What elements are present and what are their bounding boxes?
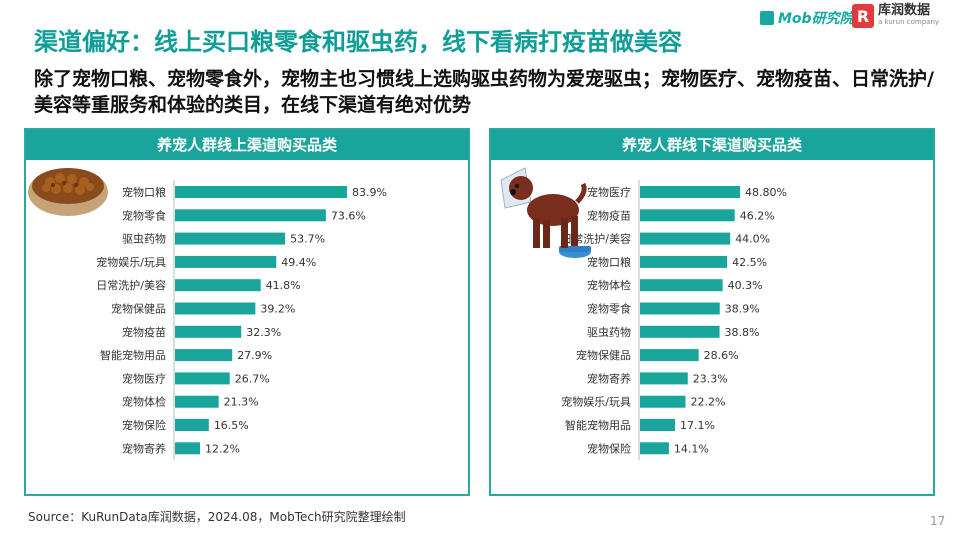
mob-logo: Mob研究院 [760,6,854,30]
online-bar-chart: 宠物口粮 83.9% 宠物零食 73.6% 驱虫药物 53.7% 宠物娱乐/玩具 49.4% 日… [96,180,387,461]
offline-value-label: 40.3% [728,279,763,292]
offline-bar [640,279,723,292]
offline-category-label: 宠物保险 [587,441,631,455]
online-bar [175,232,286,245]
offline-value-label: 46.2% [740,209,775,222]
offline-category-label: 宠物医疗 [587,185,631,199]
online-category-label: 宠物疫苗 [122,325,166,339]
online-category-label: 驱虫药物 [122,232,166,246]
offline-bar [640,255,728,268]
offline-value-label: 38.9% [725,303,760,316]
offline-category-label: 宠物体检 [587,278,631,292]
mob-logo-icon [760,11,774,25]
offline-bar [640,302,720,315]
source-note: Source：KuRunData库润数据，2024.08，MobTech研究院整… [28,510,406,524]
online-category-label: 宠物零食 [122,208,166,222]
offline-category-label: 智能宠物用品 [565,418,631,432]
online-value-label: 83.9% [352,186,387,199]
online-bar [175,302,256,315]
online-category-label: 宠物医疗 [122,371,166,385]
online-bar [175,209,326,222]
page-subtitle: 除了宠物口粮、宠物零食外，宠物主也习惯线上选购驱虫药物为爱宠驱虫；宠物医疗、宠物… [34,68,934,116]
online-category-label: 宠物寄养 [122,441,166,455]
offline-category-label: 宠物保健品 [576,348,631,362]
kurun-logo-en: a kurun company [878,18,940,26]
offline-bar [640,419,676,431]
online-category-label: 宠物保健品 [111,302,166,316]
online-chart-title: 养宠人群线上渠道购买品类 [26,130,468,160]
offline-bar [640,232,731,245]
online-value-label: 16.5% [214,419,249,432]
online-value-label: 73.6% [331,209,366,222]
offline-value-label: 14.1% [674,442,709,455]
offline-value-label: 22.2% [691,396,726,409]
offline-category-label: 宠物娱乐/玩具 [561,395,631,409]
offline-category-label: 驱虫药物 [587,325,631,339]
online-bar [175,186,347,198]
offline-value-label: 17.1% [680,419,715,432]
offline-bar [640,209,735,222]
offline-category-label: 宠物疫苗 [587,208,631,222]
online-bar [175,325,242,338]
offline-value-label: 48.80% [745,186,787,199]
online-value-label: 27.9% [237,349,272,362]
online-value-label: 26.7% [235,372,270,385]
online-bar [175,349,233,362]
online-category-label: 宠物娱乐/玩具 [96,255,166,269]
online-value-label: 12.2% [205,442,240,455]
online-category-label: 宠物口粮 [122,185,166,199]
offline-bar-chart: 宠物医疗 48.80% 宠物疫苗 46.2% 日常洗护/美容 44.0% 宠物口粮 42.5%… [561,180,787,461]
offline-value-label: 38.8% [725,326,760,339]
online-category-label: 宠物体检 [122,395,166,409]
online-category-label: 日常洗护/美容 [96,278,166,292]
offline-bar [640,395,686,408]
offline-value-label: 42.5% [732,256,767,269]
online-bar [175,395,219,408]
offline-bar [640,186,741,198]
offline-bar [640,325,720,338]
online-bar [175,442,201,455]
offline-category-label: 宠物寄养 [587,371,631,385]
pet-food-bowl-image [28,168,108,216]
online-bar [175,372,230,385]
online-value-label: 32.3% [246,326,281,339]
kurun-logo-cn: 库润数据 [878,3,931,18]
online-value-label: 49.4% [281,256,316,269]
offline-bar [640,349,699,362]
page-title: 渠道偏好：线上买口粮零食和驱虫药，线下看病打疫苗做美容 [34,28,682,56]
online-chart-panel: 养宠人群线上渠道购买品类 宠物口粮 83.9% 宠物零食 73.6% 驱虫药物 53.7%… [24,128,470,496]
offline-value-label: 44.0% [735,233,770,246]
kurun-logo-icon: R [852,4,874,28]
online-bar [175,279,261,292]
offline-bar [640,442,669,455]
mob-logo-text: Mob研究院 [778,11,854,27]
offline-chart-title: 养宠人群线下渠道购买品类 [491,130,933,160]
online-category-label: 智能宠物用品 [100,348,166,362]
dog-with-cone-image [500,167,591,258]
offline-value-label: 28.6% [704,349,739,362]
online-value-label: 39.2% [260,303,295,316]
kurun-logo: R 库润数据 a kurun company [852,4,939,28]
offline-chart-panel: 养宠人群线下渠道购买品类 宠物医疗 48.80% 宠物疫苗 46.2% 日常洗护/美容 4… [489,128,935,496]
offline-category-label: 宠物口粮 [587,255,631,269]
online-bar [175,419,209,431]
online-value-label: 21.3% [224,396,259,409]
online-category-label: 宠物保险 [122,418,166,432]
online-value-label: 53.7% [290,233,325,246]
online-value-label: 41.8% [266,279,301,292]
offline-bar [640,372,688,385]
offline-category-label: 日常洗护/美容 [561,232,631,246]
offline-category-label: 宠物零食 [587,302,631,316]
online-bar [175,255,277,268]
page-number: 17 [930,514,946,528]
offline-value-label: 23.3% [693,372,728,385]
